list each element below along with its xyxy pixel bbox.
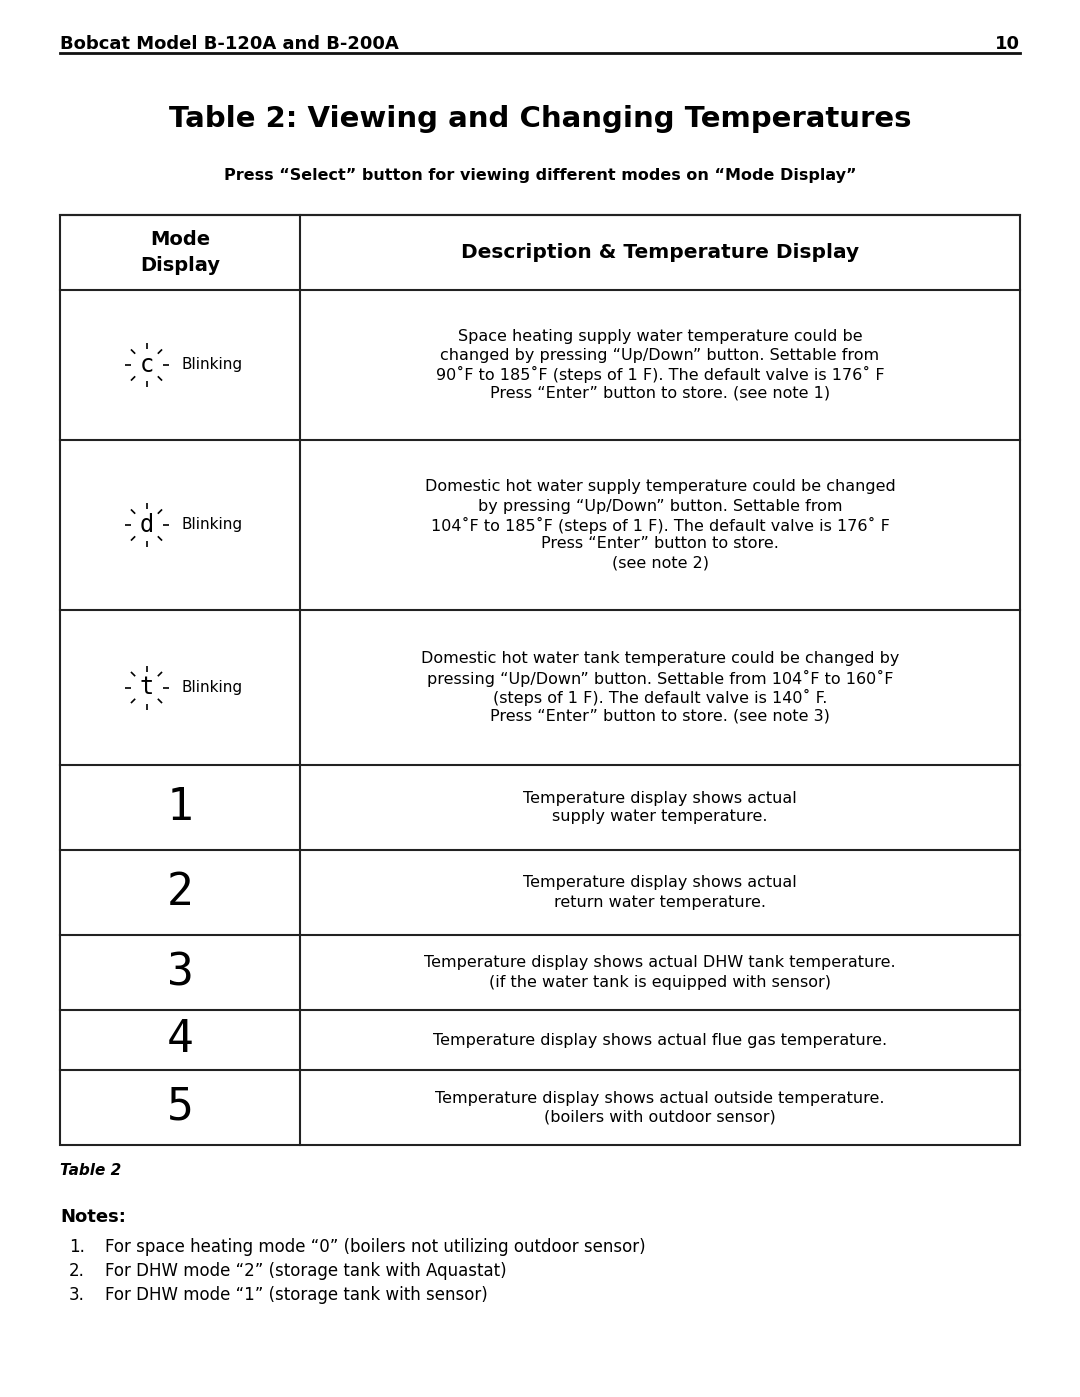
Text: Notes:: Notes: [60,1208,126,1227]
Text: Space heating supply water temperature could be: Space heating supply water temperature c… [458,330,862,344]
Text: 90˚F to 185˚F (steps of 1 F). The default valve is 176˚ F: 90˚F to 185˚F (steps of 1 F). The defaul… [435,366,885,383]
Text: 104˚F to 185˚F (steps of 1 F). The default valve is 176˚ F: 104˚F to 185˚F (steps of 1 F). The defau… [431,517,890,534]
Text: Temperature display shows actual: Temperature display shows actual [523,791,797,806]
Text: Domestic hot water tank temperature could be changed by: Domestic hot water tank temperature coul… [421,651,900,666]
Text: Temperature display shows actual flue gas temperature.: Temperature display shows actual flue ga… [433,1032,887,1048]
Text: Press “Enter” button to store.: Press “Enter” button to store. [541,536,779,552]
Text: 1: 1 [166,787,193,828]
Text: Blinking: Blinking [181,680,243,694]
Text: Press “Select” button for viewing different modes on “Mode Display”: Press “Select” button for viewing differ… [224,168,856,183]
Text: Blinking: Blinking [181,358,243,373]
Text: Bobcat Model B-120A and B-200A: Bobcat Model B-120A and B-200A [60,35,399,53]
Text: changed by pressing “Up/Down” button. Settable from: changed by pressing “Up/Down” button. Se… [441,348,879,363]
Text: by pressing “Up/Down” button. Settable from: by pressing “Up/Down” button. Settable f… [477,499,842,514]
Text: (steps of 1 F). The default valve is 140˚ F.: (steps of 1 F). The default valve is 140… [492,689,827,705]
Text: (boilers with outdoor sensor): (boilers with outdoor sensor) [544,1109,775,1125]
Text: 3: 3 [166,951,193,995]
Text: 2.: 2. [69,1261,85,1280]
Text: (if the water tank is equipped with sensor): (if the water tank is equipped with sens… [489,975,831,989]
Text: d: d [139,513,153,536]
Text: c: c [139,353,153,377]
Text: Table 2: Table 2 [60,1162,121,1178]
Text: 4: 4 [166,1018,193,1062]
Text: Domestic hot water supply temperature could be changed: Domestic hot water supply temperature co… [424,479,895,495]
Text: 10: 10 [995,35,1020,53]
Text: For DHW mode “2” (storage tank with Aquastat): For DHW mode “2” (storage tank with Aqua… [105,1261,507,1280]
Text: 5: 5 [166,1085,193,1129]
Text: supply water temperature.: supply water temperature. [552,809,768,824]
Text: For DHW mode “1” (storage tank with sensor): For DHW mode “1” (storage tank with sens… [105,1287,488,1303]
Text: t: t [139,676,153,700]
Text: For space heating mode “0” (boilers not utilizing outdoor sensor): For space heating mode “0” (boilers not … [105,1238,646,1256]
Text: Temperature display shows actual DHW tank temperature.: Temperature display shows actual DHW tan… [424,956,895,971]
Text: 1.: 1. [69,1238,85,1256]
Text: Temperature display shows actual outside temperature.: Temperature display shows actual outside… [435,1091,885,1105]
Text: Blinking: Blinking [181,517,243,532]
Text: Press “Enter” button to store. (see note 3): Press “Enter” button to store. (see note… [490,708,829,724]
Text: 2: 2 [166,870,193,914]
Text: Table 2: Viewing and Changing Temperatures: Table 2: Viewing and Changing Temperatur… [168,105,912,133]
Text: Temperature display shows actual: Temperature display shows actual [523,876,797,890]
Text: (see note 2): (see note 2) [611,556,708,570]
Text: Description & Temperature Display: Description & Temperature Display [461,243,859,263]
Text: pressing “Up/Down” button. Settable from 104˚F to 160˚F: pressing “Up/Down” button. Settable from… [427,669,893,686]
Text: Mode
Display: Mode Display [140,229,220,275]
Text: 3.: 3. [69,1287,85,1303]
Text: Press “Enter” button to store. (see note 1): Press “Enter” button to store. (see note… [490,386,831,401]
Bar [60,215,1020,1146]
Text: return water temperature.: return water temperature. [554,894,766,909]
